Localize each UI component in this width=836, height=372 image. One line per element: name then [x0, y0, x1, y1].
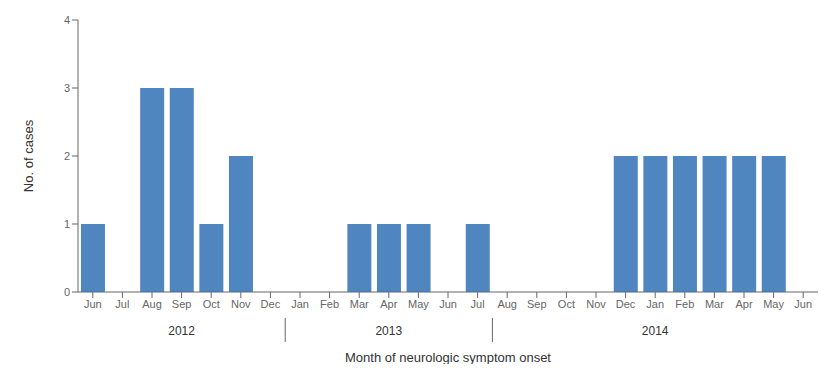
- svg-text:No. of cases: No. of cases: [21, 119, 36, 192]
- svg-text:May: May: [763, 298, 784, 310]
- svg-text:4: 4: [64, 14, 70, 26]
- svg-text:Jul: Jul: [471, 298, 485, 310]
- svg-text:Nov: Nov: [586, 298, 606, 310]
- svg-text:2: 2: [64, 150, 70, 162]
- svg-text:Oct: Oct: [203, 298, 220, 310]
- svg-text:Oct: Oct: [558, 298, 575, 310]
- svg-text:2014: 2014: [642, 324, 669, 338]
- svg-text:2013: 2013: [375, 324, 402, 338]
- svg-text:Apr: Apr: [735, 298, 752, 310]
- svg-text:Jun: Jun: [84, 298, 102, 310]
- svg-text:Jan: Jan: [291, 298, 309, 310]
- svg-text:2012: 2012: [168, 324, 195, 338]
- svg-text:Mar: Mar: [350, 298, 369, 310]
- svg-text:Aug: Aug: [497, 298, 517, 310]
- svg-text:Apr: Apr: [380, 298, 397, 310]
- svg-text:Sep: Sep: [527, 298, 547, 310]
- svg-text:3: 3: [64, 82, 70, 94]
- svg-text:Nov: Nov: [231, 298, 251, 310]
- svg-text:Month of neurologic symptom on: Month of neurologic symptom onset: [345, 350, 551, 364]
- svg-text:Jun: Jun: [439, 298, 457, 310]
- svg-text:Dec: Dec: [616, 298, 636, 310]
- svg-text:Jul: Jul: [115, 298, 129, 310]
- svg-text:May: May: [408, 298, 429, 310]
- svg-text:Feb: Feb: [320, 298, 339, 310]
- svg-text:Sep: Sep: [172, 298, 192, 310]
- svg-text:Aug: Aug: [142, 298, 162, 310]
- svg-text:Jan: Jan: [646, 298, 664, 310]
- svg-text:Feb: Feb: [675, 298, 694, 310]
- svg-text:Dec: Dec: [261, 298, 281, 310]
- svg-text:0: 0: [64, 286, 70, 298]
- svg-text:1: 1: [64, 218, 70, 230]
- svg-text:Mar: Mar: [705, 298, 724, 310]
- svg-text:Jun: Jun: [794, 298, 812, 310]
